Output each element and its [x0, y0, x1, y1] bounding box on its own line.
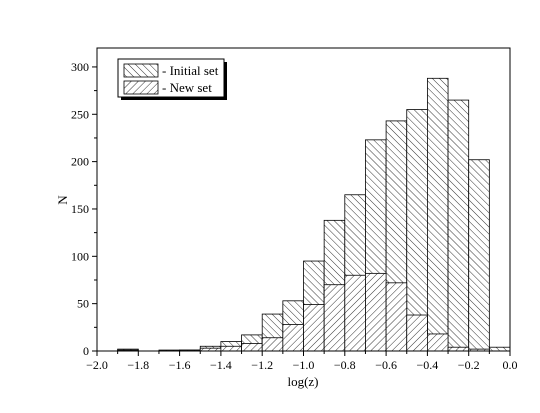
bar-new-set-4 — [220, 345, 242, 352]
y-axis-title: N — [55, 195, 70, 205]
bar-initial-set-13 — [426, 77, 449, 352]
series-new-set — [117, 272, 490, 352]
y-tick-label: 300 — [71, 60, 89, 74]
x-tick-label: −1.0 — [293, 358, 315, 372]
legend-swatch-new-set — [123, 80, 159, 95]
x-tick-label: −1.8 — [127, 358, 149, 372]
y-tick-label: 250 — [71, 107, 89, 121]
y-tick-label: 100 — [71, 249, 89, 263]
bar-new-set-12 — [385, 282, 408, 352]
bar-initial-set-14 — [447, 99, 470, 352]
bar-new-set-5 — [241, 343, 263, 352]
legend: - Initial set - New set — [117, 58, 227, 100]
x-tick-label: −1.2 — [251, 358, 273, 372]
x-tick-label: −0.8 — [334, 358, 356, 372]
bar-new-set-11 — [365, 272, 387, 352]
bar-new-set-8 — [303, 304, 325, 352]
y-tick-label: 200 — [71, 155, 89, 169]
bar-initial-set-15 — [468, 159, 490, 352]
bar-new-set-10 — [344, 274, 366, 352]
y-axis-ticks: 0 50 100 150 200 250 300 — [71, 60, 97, 358]
y-tick-label: 50 — [77, 297, 89, 311]
x-tick-label: −2.0 — [86, 358, 108, 372]
x-tick-label: −1.4 — [210, 358, 232, 372]
bar-new-set-6 — [261, 337, 284, 352]
bar-initial-set-16 — [488, 346, 511, 352]
bar-new-set-14 — [426, 333, 449, 352]
bar-new-set-7 — [282, 324, 304, 352]
legend-label-new-set: - New set — [162, 80, 212, 95]
y-tick-label: 150 — [71, 202, 89, 216]
x-tick-label: 0.0 — [503, 358, 518, 372]
bar-new-set-15 — [447, 346, 470, 352]
x-tick-label: −1.6 — [169, 358, 191, 372]
x-tick-label: −0.6 — [375, 358, 397, 372]
bar-new-set-13 — [406, 314, 428, 352]
legend-swatch-initial-set — [123, 63, 159, 78]
bar-new-set-9 — [323, 284, 346, 352]
y-tick-label: 0 — [83, 344, 89, 358]
x-tick-label: −0.4 — [417, 358, 439, 372]
x-axis-title: log(z) — [287, 374, 318, 389]
x-tick-label: −0.2 — [458, 358, 480, 372]
legend-label-initial-set: - Initial set — [162, 63, 219, 78]
x-axis-ticks: −2.0 −1.8 −1.6 −1.4 −1.2 −1.0 −0.8 −0.6 −0.4 −0.2… — [86, 351, 518, 372]
